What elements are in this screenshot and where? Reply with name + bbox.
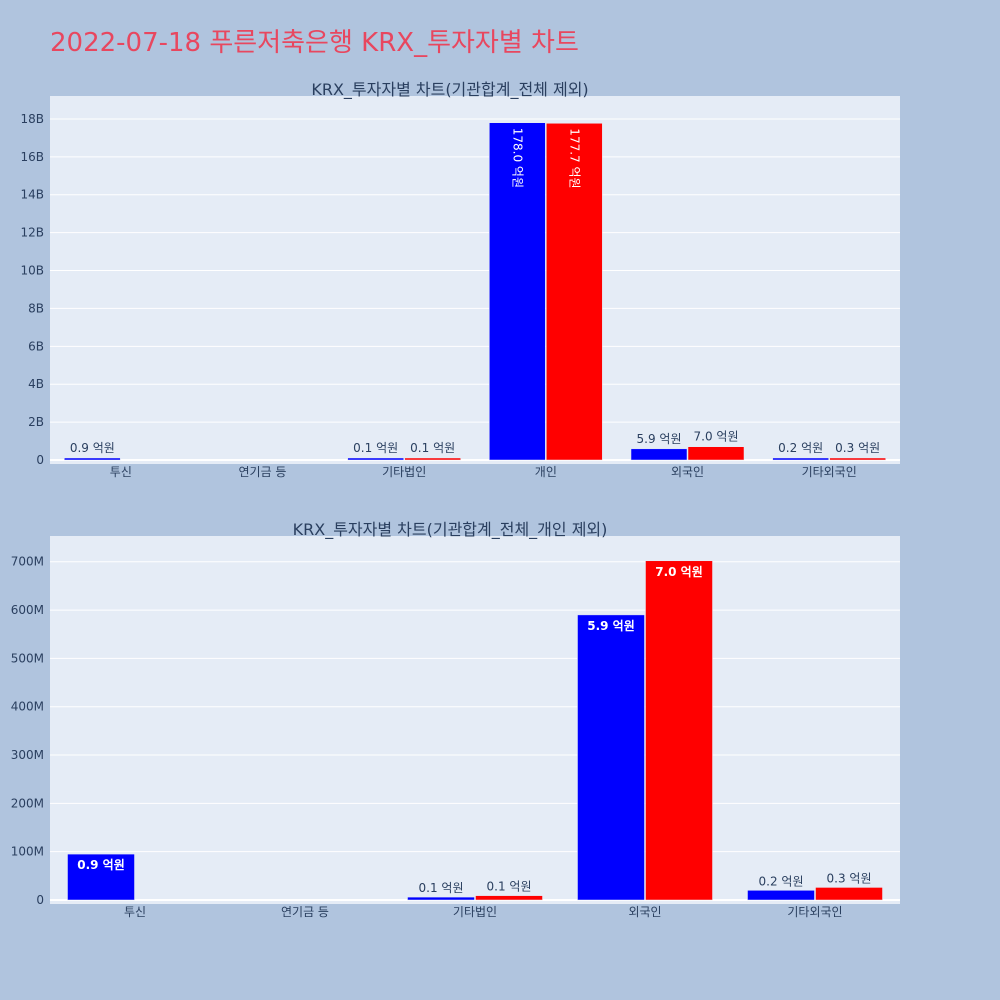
data-label: 7.0 억원 — [655, 565, 703, 579]
bar — [404, 457, 461, 461]
x-tick-label: 연기금 등 — [239, 465, 287, 479]
y-tick-label: 600M — [11, 603, 44, 617]
y-tick-label: 8B — [28, 301, 44, 315]
y-tick-label: 14B — [20, 188, 44, 202]
data-label: 0.9 억원 — [70, 441, 115, 455]
y-tick-label: 10B — [20, 264, 44, 278]
data-label: 0.2 억원 — [759, 874, 804, 888]
data-label: 7.0 억원 — [694, 430, 739, 444]
page-title: 2022-07-18 푸른저축은행 KRX_투자자별 차트 — [50, 28, 579, 58]
x-tick-label: 연기금 등 — [281, 905, 329, 919]
y-tick-label: 100M — [11, 845, 44, 859]
data-label: 0.3 억원 — [827, 871, 872, 885]
plot-area — [50, 536, 900, 904]
y-tick-label: 12B — [20, 226, 44, 240]
bar — [829, 457, 886, 461]
bar — [815, 887, 883, 901]
bar — [407, 896, 475, 901]
x-tick-label: 투신 — [110, 465, 132, 479]
bar — [475, 895, 543, 901]
y-tick-label: 6B — [28, 339, 44, 353]
data-label: 0.1 억원 — [410, 441, 455, 455]
data-label: 5.9 억원 — [587, 619, 635, 633]
bar — [577, 614, 645, 901]
bar — [645, 560, 713, 901]
data-label: 178.0 억원 — [510, 128, 524, 188]
data-label: 0.1 억원 — [419, 881, 464, 895]
data-label: 0.1 억원 — [353, 441, 398, 455]
y-tick-label: 300M — [11, 748, 44, 762]
bar — [546, 123, 603, 461]
y-tick-label: 500M — [11, 651, 44, 665]
bar — [64, 457, 121, 461]
data-label: 0.3 억원 — [835, 441, 880, 455]
bar — [772, 457, 829, 461]
plot-area — [50, 96, 900, 464]
data-label: 0.1 억원 — [487, 880, 532, 894]
data-label: 5.9 억원 — [637, 432, 682, 446]
y-tick-label: 2B — [28, 415, 44, 429]
y-tick-label: 16B — [20, 150, 44, 164]
bar — [347, 457, 404, 461]
x-tick-label: 기타외국인 — [802, 465, 857, 479]
x-tick-label: 개인 — [535, 465, 557, 479]
bar — [747, 890, 815, 901]
x-tick-label: 투신 — [124, 905, 146, 919]
y-tick-label: 4B — [28, 377, 44, 391]
y-tick-label: 0 — [36, 893, 44, 907]
chart-2: 0 100M 200M 300M 400M 500M 600M 700M KRX_투자자별 차트… — [11, 520, 900, 919]
y-tick-label: 18B — [20, 112, 44, 126]
bar — [67, 853, 135, 901]
x-tick-label: 기타외국인 — [787, 905, 842, 919]
y-tick-label: 400M — [11, 700, 44, 714]
x-tick-label: 외국인 — [628, 905, 661, 919]
data-label: 0.9 억원 — [77, 858, 125, 872]
data-label: 0.2 억원 — [778, 441, 823, 455]
bar — [489, 122, 546, 461]
chart-title: KRX_투자자별 차트(기관합계_전체_개인 제외) — [293, 520, 608, 540]
chart-1: 0 2B 4B 6B 8B 10B 12B 14B 16B 18B KRX_투자자별 차트(기관합계… — [20, 80, 900, 479]
data-label: 177.7 억원 — [567, 128, 581, 188]
y-tick-label: 200M — [11, 796, 44, 810]
y-tick-label: 700M — [11, 555, 44, 569]
bar — [630, 448, 688, 461]
x-tick-label: 외국인 — [671, 465, 704, 479]
x-tick-label: 기타법인 — [453, 905, 497, 919]
chart-title: KRX_투자자별 차트(기관합계_전체 제외) — [311, 80, 588, 100]
y-tick-label: 0 — [36, 453, 44, 467]
x-tick-label: 기타법인 — [382, 465, 426, 479]
bar — [687, 446, 745, 461]
